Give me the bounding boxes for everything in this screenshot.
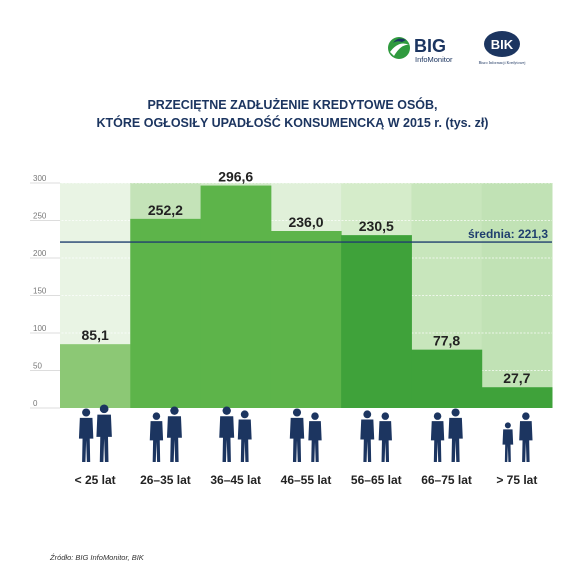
source-note: Źródło: BIG InfoMonitor, BIK [50, 553, 144, 562]
person-silhouette-icon [219, 406, 235, 462]
y-tick-label: 200 [33, 249, 47, 258]
bik-logo-text: BIK [491, 37, 514, 52]
people-group [149, 406, 182, 462]
people-group [78, 404, 112, 462]
bar-value-label: 77,8 [433, 333, 460, 349]
bar-value-label: 85,1 [82, 327, 109, 343]
x-tick-label: 36–45 lat [210, 473, 261, 487]
person-silhouette-icon [96, 404, 112, 462]
x-tick-label: > 75 lat [496, 473, 537, 487]
bik-logo-subtext: Biuro Informacji Kredytowej [479, 60, 526, 65]
y-tick-label: 150 [33, 287, 47, 296]
x-tick-label: 66–75 lat [421, 473, 472, 487]
bar [130, 218, 202, 408]
person-silhouette-icon [448, 408, 463, 462]
chart-title-line-2: KTÓRE OGŁOSIŁY UPADŁOŚĆ KONSUMENCKĄ W 20… [96, 116, 489, 130]
x-tick-label: < 25 lat [75, 473, 116, 487]
chart-title-line-1: PRZECIĘTNE ZADŁUŻENIE KREDYTOWE OSÓB, [147, 98, 438, 112]
bik-logo: BIK Biuro Informacji Kredytowej [479, 31, 526, 65]
big-logo-subtext: InfoMonitor [415, 55, 453, 64]
y-tick-label: 0 [33, 399, 38, 408]
person-silhouette-icon [502, 422, 514, 462]
person-silhouette-icon [308, 412, 322, 462]
y-tick-label: 100 [33, 324, 47, 333]
person-silhouette-icon [360, 410, 375, 462]
y-tick-label: 300 [33, 174, 47, 183]
bar-value-label: 230,5 [359, 218, 394, 234]
big-logo-text: BIG [414, 36, 446, 56]
x-tick-label: 26–35 lat [140, 473, 191, 487]
people-group [360, 410, 392, 462]
person-silhouette-icon [237, 410, 252, 462]
bar [270, 231, 342, 408]
bar-value-label: 296,6 [218, 169, 253, 185]
bar-value-label: 236,0 [288, 214, 323, 230]
bar [341, 235, 412, 408]
person-silhouette-icon [519, 412, 533, 462]
x-tick-label: 56–65 lat [351, 473, 402, 487]
bar [411, 349, 483, 408]
person-silhouette-icon [378, 412, 392, 462]
bar [481, 387, 553, 408]
person-silhouette-icon [166, 406, 182, 462]
bar [60, 344, 131, 408]
bar-chart: 0 50 100 150 200 250 300 85,1 252,2 296,6 236,0 230… [30, 169, 553, 487]
big-infomonitor-logo: BIG InfoMonitor [388, 36, 453, 64]
person-silhouette-icon [149, 412, 164, 462]
average-label: średnia: 221,3 [468, 227, 548, 241]
people-group [502, 412, 533, 462]
person-silhouette-icon [289, 408, 305, 462]
people-group [289, 408, 322, 462]
bar-value-label: 252,2 [148, 202, 183, 218]
chart-title: PRZECIĘTNE ZADŁUŻENIE KREDYTOWE OSÓB, KT… [0, 96, 585, 132]
y-tick-label: 50 [33, 362, 42, 371]
bar-value-label: 27,7 [503, 370, 530, 386]
x-tick-label: 46–55 lat [281, 473, 332, 487]
y-tick-label: 250 [33, 212, 47, 221]
people-group [430, 408, 463, 462]
person-silhouette-icon [430, 412, 445, 462]
logos-header: BIG InfoMonitor BIK Biuro Informacji Kre… [388, 31, 526, 65]
person-silhouette-icon [78, 408, 94, 462]
bar [200, 185, 272, 408]
people-group [219, 406, 252, 462]
